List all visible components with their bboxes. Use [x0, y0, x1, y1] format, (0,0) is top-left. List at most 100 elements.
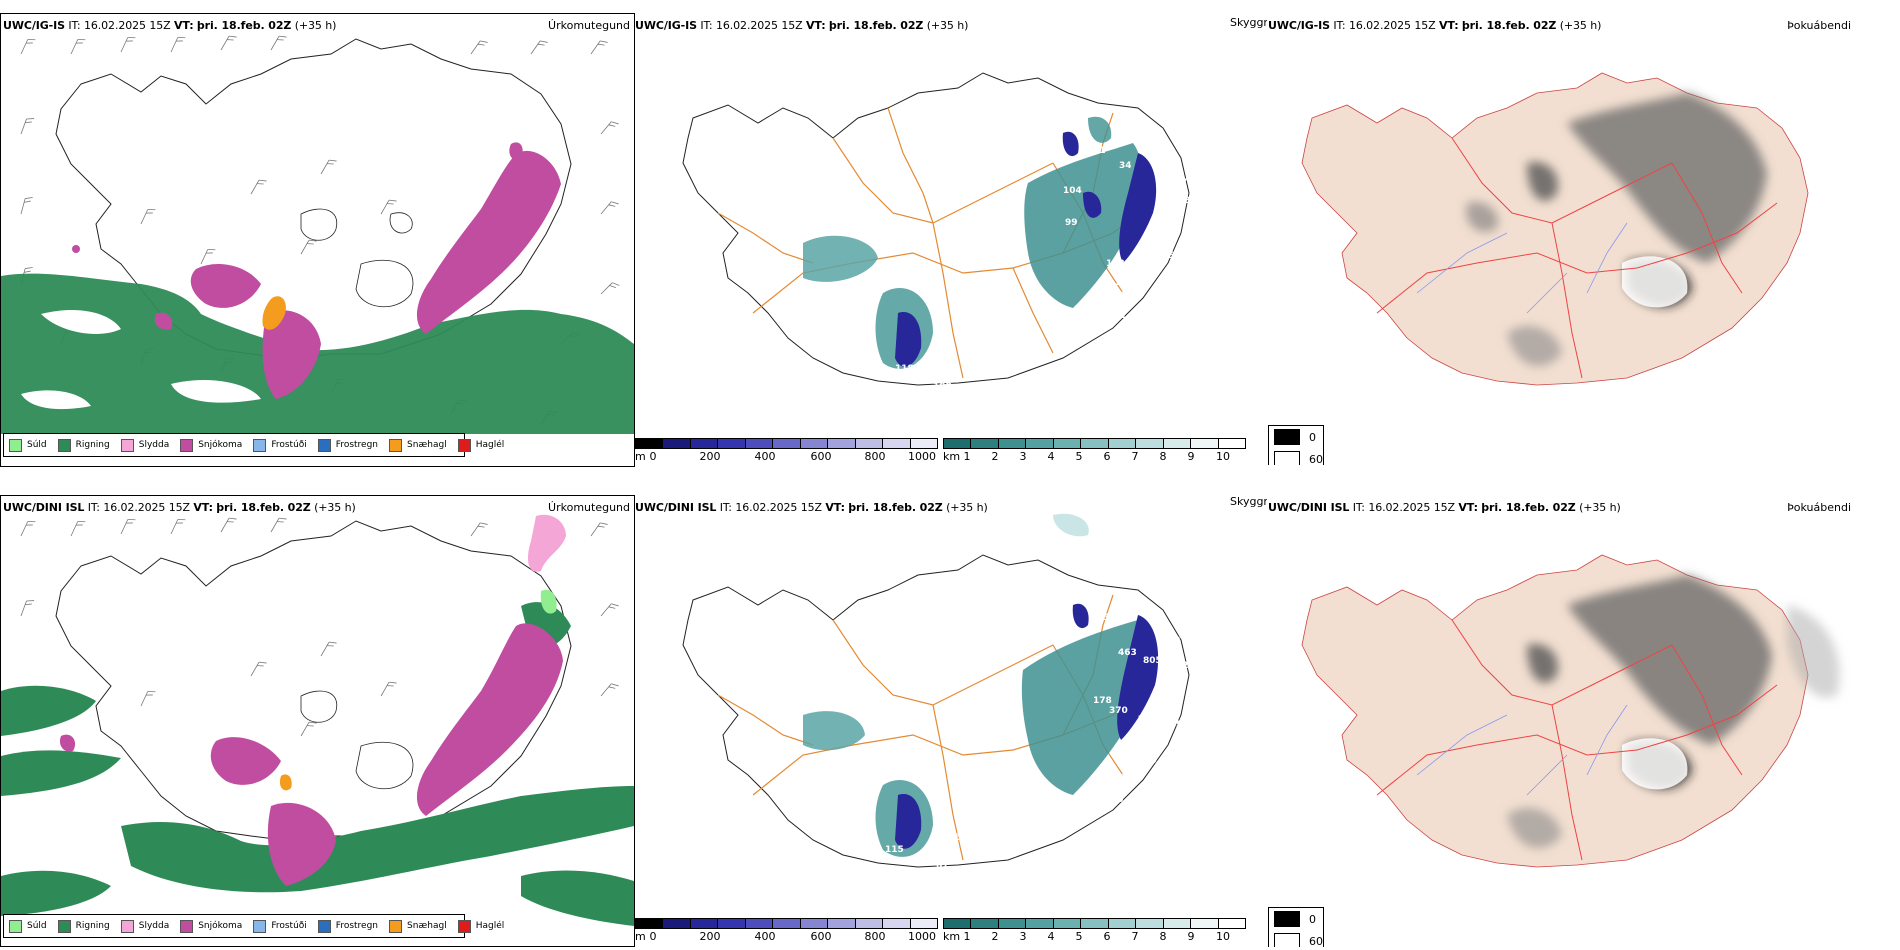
ceiling-label: 101 — [941, 833, 960, 843]
ceiling-ticks: m 0 200 400 600 800 1000 — [635, 449, 938, 463]
ceiling-unit: m — [635, 930, 646, 943]
ceiling-label: 197 — [1078, 86, 1097, 96]
ceiling-label: 34 — [1119, 161, 1132, 171]
rivers — [1416, 704, 1628, 796]
tick-label: 9 — [1187, 930, 1195, 943]
tick-label: 800 — [864, 450, 886, 463]
fog-shading — [1507, 575, 1840, 849]
visibility-ticks: km 1 2 3 4 5 6 7 8 9 10 — [943, 929, 1246, 943]
legend-item: Slydda — [120, 919, 169, 933]
ceiling-label: 53 — [1176, 720, 1189, 730]
ceiling-label: 124 — [1160, 204, 1179, 214]
tick-label: 6 — [1103, 930, 1111, 943]
ceiling-label: 805 — [1143, 656, 1162, 666]
drizzle-area — [540, 589, 557, 614]
fog-legend: 0 60 — [1268, 425, 1324, 465]
tick-label: 2 — [991, 930, 999, 943]
tick-label: 3 — [1019, 930, 1027, 943]
ceiling-colorbar-cells — [635, 918, 938, 929]
ceiling-label: 116 — [1100, 784, 1119, 794]
panel-title: Skyggni — [1230, 495, 1267, 508]
sleet-area — [528, 514, 566, 572]
panel-header: UWC/IG-IS IT: 16.02.2025 15Z VT: þri. 18… — [635, 19, 969, 32]
legend-item: Snjókoma — [180, 438, 242, 452]
ceiling-label: 12 — [1153, 161, 1166, 171]
visibility-ticks: km 1 2 3 4 5 6 7 8 9 10 — [943, 449, 1246, 463]
tick-label: 7 — [1131, 930, 1139, 943]
ceiling-label: 248 — [845, 771, 864, 781]
fog-legend-item: 0 — [1269, 908, 1323, 930]
ceiling-label: 108 — [933, 382, 952, 392]
tick-label: 2 — [991, 450, 999, 463]
fog-panel-top: UWC/IG-IS IT: 16.02.2025 15Z VT: þri. 18… — [1267, 13, 1900, 465]
ceiling-label: 110 — [1114, 291, 1133, 301]
tick-label: 10 — [1216, 450, 1230, 463]
low-ceiling-areas — [895, 131, 1157, 367]
tick-label: 5 — [1075, 450, 1083, 463]
ceiling-label: 115 — [1108, 278, 1127, 288]
panel-header: UWC/DINI ISL IT: 16.02.2025 15Z VT: þri.… — [635, 501, 988, 514]
rivers — [1416, 222, 1628, 314]
tick-label: 600 — [810, 450, 832, 463]
legend-item: Snæhagl — [389, 438, 447, 452]
ceiling-colorbar-cells — [635, 438, 938, 449]
ceiling-label: 50 — [1168, 251, 1181, 261]
ceiling-label: 97 — [1193, 683, 1206, 693]
graupel-area — [279, 774, 292, 791]
panel-header: UWC/DINI ISL IT: 16.02.2025 15Z VT: þri.… — [3, 501, 356, 514]
ceiling-label: 93 — [930, 349, 943, 359]
ceiling-label: 102 — [1106, 259, 1125, 269]
legend-item: Frostúði — [253, 919, 307, 933]
ceiling-label: 94 — [1145, 244, 1158, 254]
precip-legend: Súld Rigning Slydda Snjókoma Frostúði Fr… — [3, 433, 504, 457]
fog-panel-bottom: UWC/DINI ISL IT: 16.02.2025 15Z VT: þri.… — [1267, 495, 1900, 947]
precip-map — [1, 33, 634, 434]
tick-label: 5 — [1075, 930, 1083, 943]
ceiling-colorbar: m 0 200 400 600 800 1000 — [635, 918, 938, 943]
legend-item: Frostregn — [317, 919, 378, 933]
panel-header: UWC/IG-IS IT: 16.02.2025 15Z VT: þri. 18… — [1268, 19, 1602, 32]
ceiling-label: 80 — [1111, 795, 1124, 805]
tick-label: 3 — [1019, 450, 1027, 463]
ceiling-label: 42 — [1176, 661, 1189, 671]
ceiling-label: 63 — [1173, 271, 1186, 281]
ceiling-label: 137 — [1137, 738, 1156, 748]
tick-label: 7 — [1131, 450, 1139, 463]
tick-label: 400 — [754, 450, 776, 463]
ceiling-label: 115 — [885, 845, 904, 855]
legend-item: Frostúði — [253, 438, 307, 452]
visibility-colorbar-cells — [943, 918, 1246, 929]
legend-item: Rigning — [57, 438, 110, 452]
panel-title: Skyggni — [1230, 16, 1267, 29]
ceiling-label: 100 — [1138, 756, 1157, 766]
ceiling-ticks: m 0 200 400 600 800 1000 — [635, 929, 938, 943]
tick-label: 10 — [1216, 930, 1230, 943]
precip-legend: Súld Rigning Slydda Snjókoma Frostúði Fr… — [3, 914, 504, 938]
panel-title: Úrkomutegund — [548, 19, 630, 32]
graupel-area — [262, 296, 286, 330]
ceiling-label: 98 — [1153, 218, 1166, 228]
visibility-panel-bottom: UWC/DINI ISL IT: 16.02.2025 15Z VT: þri.… — [633, 495, 1267, 947]
tick-label: 8 — [1159, 930, 1167, 943]
ceiling-label: 397 — [873, 743, 892, 753]
ceiling-labels: 200 397 248 101 115 67 116 63 80 105 100 78 137 71 53 5… — [838, 608, 1206, 871]
tick-label: 9 — [1187, 450, 1195, 463]
ceiling-label: 67 — [1113, 326, 1126, 336]
ceiling-label: 80 — [763, 343, 776, 353]
visibility-map: 200 397 248 101 115 67 116 63 80 105 100 78 137 71 53 5… — [682, 513, 1206, 871]
tick-label: 200 — [699, 450, 721, 463]
tick-label: 600 — [810, 930, 832, 943]
ceiling-label: 91 — [1114, 311, 1127, 321]
ceiling-label: 104 — [1063, 186, 1082, 196]
tick-label: 1 — [963, 930, 971, 943]
ceiling-label: 71 — [1138, 715, 1151, 725]
ceiling-label: 178 — [1093, 696, 1112, 706]
fog-legend-item: 60 — [1269, 930, 1323, 947]
legend-item: Snæhagl — [389, 919, 447, 933]
tick-label: 0 — [649, 450, 657, 463]
ceiling-label: 105 — [1121, 773, 1140, 783]
legend-item: Rigning — [57, 919, 110, 933]
precip-panel-bottom: UWC/DINI ISL IT: 16.02.2025 15Z VT: þri.… — [0, 495, 635, 947]
tick-label: 800 — [864, 930, 886, 943]
ceiling-label: 69 — [1150, 608, 1163, 618]
